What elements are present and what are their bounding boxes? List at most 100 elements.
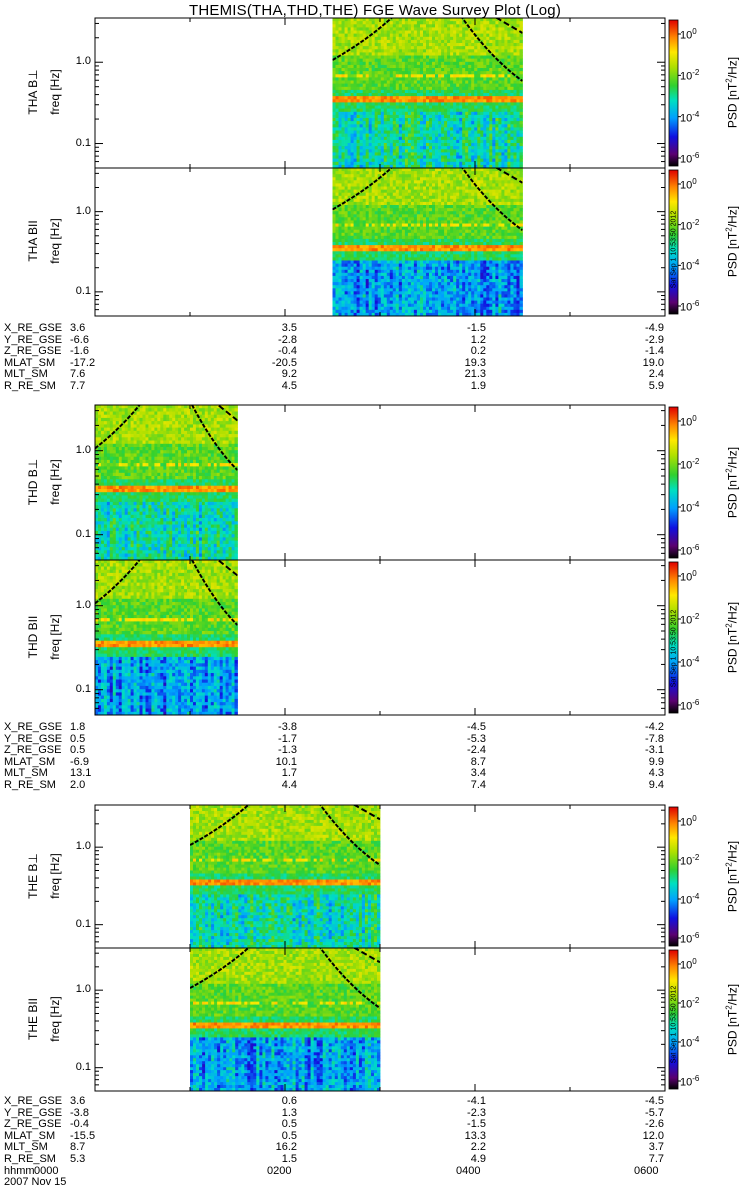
spectrogram-cell — [416, 33, 421, 38]
spectrogram-cell — [489, 49, 493, 53]
spectrogram-cell — [347, 58, 351, 63]
spectrogram-cell — [492, 105, 496, 109]
spectrogram-cell — [347, 242, 351, 246]
spectrogram-cell — [441, 189, 445, 194]
spectrogram-cell — [456, 74, 460, 78]
spectrogram-cell — [444, 254, 448, 258]
spectrogram-cell — [356, 33, 360, 38]
spectrogram-cell — [516, 77, 520, 81]
spectrogram-cell — [356, 266, 360, 271]
spectrogram-cell — [368, 272, 373, 277]
spectrogram-cell — [432, 86, 436, 91]
spectrogram-cell — [429, 186, 433, 190]
spectrogram-cell — [413, 303, 418, 308]
spectrogram-cell — [404, 121, 409, 125]
spectrogram-cell — [404, 248, 409, 252]
spectrogram-cell — [341, 164, 345, 169]
spectrogram-cell — [353, 183, 357, 187]
spectrogram-cell — [453, 217, 457, 221]
spectrogram-cell — [380, 83, 385, 88]
spectrogram-cell — [510, 111, 514, 116]
spectrogram-cell — [413, 49, 418, 53]
spectrogram-cell — [392, 291, 397, 295]
spectrogram-cell — [335, 105, 339, 109]
spectrogram-cell — [477, 124, 481, 128]
spectrogram-cell — [486, 86, 490, 91]
spectrogram-cell — [356, 152, 360, 156]
spectrogram-cell — [441, 226, 445, 231]
spectrogram-cell — [510, 86, 514, 91]
spectrogram-cell — [444, 285, 448, 289]
spectrogram-cell — [356, 68, 360, 72]
spectrogram-cell — [368, 133, 373, 138]
spectrogram-cell — [510, 130, 514, 134]
spectrogram-cell — [395, 297, 400, 301]
spectrogram-cell — [374, 174, 379, 178]
spectrogram-cell — [347, 96, 351, 100]
spectrogram-cell — [356, 130, 360, 134]
spectrogram-cell — [347, 303, 351, 308]
spectrogram-cell — [519, 33, 523, 38]
spectrogram-cell — [426, 155, 430, 159]
spectrogram-cell — [386, 309, 391, 314]
spectrogram-cell — [344, 161, 348, 166]
spectrogram-cell — [401, 260, 406, 264]
spectrogram-cell — [423, 121, 427, 125]
spectrogram-cell — [516, 83, 520, 88]
spectrogram-cell — [347, 235, 351, 240]
spectrogram-cell — [368, 171, 373, 175]
spectrogram-cell — [344, 288, 348, 292]
spectrogram-cell — [407, 279, 412, 283]
spectrogram-cell — [374, 251, 379, 255]
spectrogram-cell — [386, 285, 391, 289]
spectrogram-cell — [338, 288, 342, 292]
spectrogram-cell — [401, 143, 406, 147]
spectrogram-cell — [401, 58, 406, 63]
spectrogram-cell — [344, 86, 348, 91]
spectrogram-cell — [347, 195, 351, 200]
spectrogram-cell — [450, 127, 454, 131]
spectrogram-cell — [353, 180, 357, 184]
spectrogram-cell — [444, 149, 448, 153]
spectrogram-cell — [429, 201, 433, 206]
spectrogram-cell — [338, 189, 342, 194]
spectrogram-cell — [413, 52, 418, 56]
spectrogram-cell — [456, 86, 460, 91]
spectrogram-cell — [498, 30, 502, 34]
spectrogram-cell — [468, 164, 472, 169]
spectrogram-cell — [498, 58, 502, 63]
spectrogram-cell — [444, 127, 448, 131]
spectrogram-cell — [362, 269, 367, 274]
spectrogram-cell — [380, 214, 385, 218]
spectrogram-cell — [344, 71, 348, 75]
spectrogram-cell — [347, 30, 351, 34]
spectrogram-cell — [462, 30, 466, 34]
spectrogram-cell — [413, 180, 418, 184]
spectrogram-cell — [429, 229, 433, 234]
spectrogram-cell — [447, 118, 451, 122]
spectrogram-cell — [432, 257, 436, 261]
spectrogram-cell — [471, 89, 475, 94]
spectrogram-cell — [362, 205, 367, 209]
spectrogram-cell — [332, 118, 336, 122]
spectrogram-cell — [432, 146, 436, 150]
spectrogram-cell — [507, 102, 511, 106]
spectrogram-cell — [435, 161, 439, 166]
spectrogram-cell — [498, 102, 502, 106]
spectrogram-cell — [492, 24, 496, 28]
spectrogram-cell — [468, 136, 472, 141]
spectrogram-cell — [353, 158, 357, 163]
spectrogram-cell — [401, 312, 406, 317]
spectrogram-cell — [368, 83, 373, 88]
spectrogram-cell — [465, 24, 469, 28]
spectrogram-cell — [480, 46, 484, 50]
spectrogram-cell — [453, 127, 457, 131]
spectrogram-cell — [474, 114, 478, 119]
spectrogram-cell — [420, 306, 424, 311]
spectrogram-cell — [350, 220, 354, 224]
spectrogram-cell — [356, 306, 360, 311]
spectrogram-cell — [453, 161, 457, 166]
spectrogram-cell — [407, 303, 412, 308]
spectrogram-cell — [404, 30, 409, 34]
spectrogram-cell — [404, 269, 409, 274]
